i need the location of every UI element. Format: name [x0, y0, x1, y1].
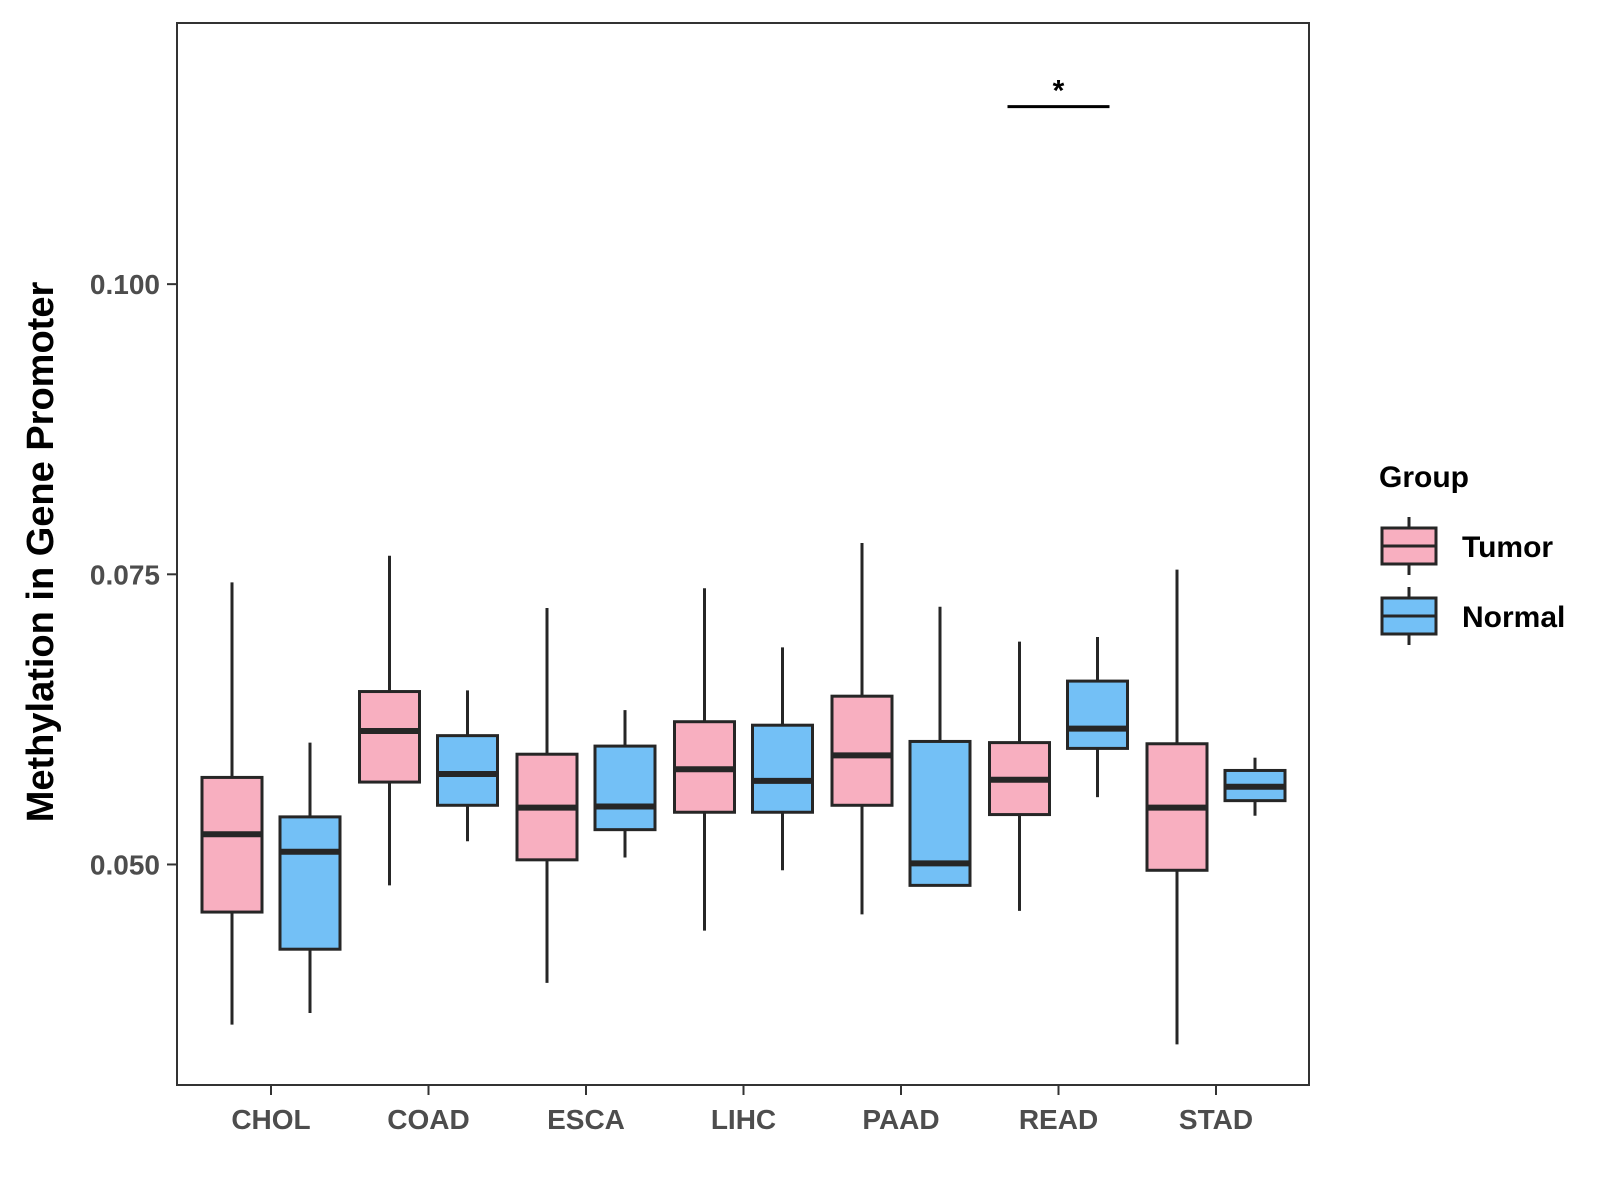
legend: Group Tumor Normal: [1379, 461, 1565, 645]
box-normal-coad: [436, 690, 499, 842]
significance-annotations: *: [1007, 75, 1110, 109]
box-tumor-esca: [515, 607, 579, 983]
box-tumor-lihc: [673, 588, 736, 931]
box-normal-chol: [278, 742, 342, 1014]
box-tumor-coad: [358, 555, 421, 886]
x-tick-label: STAD: [1179, 1104, 1253, 1135]
box-normal-lihc: [751, 647, 814, 871]
x-tick-label: READ: [1019, 1104, 1098, 1135]
y-tick-label: 0.100: [90, 269, 160, 300]
legend-key-tumor: [1380, 517, 1438, 575]
x-tick-label: ESCA: [547, 1104, 625, 1135]
x-tick-label: PAAD: [862, 1104, 939, 1135]
x-axis: CHOL COAD ESCA LIHC PAAD READ STAD: [231, 1085, 1253, 1135]
legend-title: Group: [1379, 461, 1469, 494]
legend-label-normal: Normal: [1462, 601, 1565, 634]
legend-label-tumor: Tumor: [1462, 531, 1553, 564]
box-iqr: [1066, 679, 1129, 750]
legend-key-normal: [1380, 587, 1438, 645]
box-iqr: [830, 694, 894, 807]
x-tick-label: LIHC: [711, 1104, 776, 1135]
box-normal-esca: [593, 710, 657, 858]
x-tick-label: CHOL: [231, 1104, 310, 1135]
box-tumor-read: [988, 641, 1051, 911]
box-iqr: [593, 744, 657, 832]
box-iqr: [200, 775, 264, 914]
x-tick-label: COAD: [387, 1104, 469, 1135]
box-tumor-paad: [830, 542, 894, 915]
significance-label: *: [1053, 75, 1065, 108]
box-normal-paad: [908, 606, 972, 887]
box-tumor-stad: [1145, 569, 1209, 1045]
y-tick-label: 0.075: [90, 559, 160, 590]
box-tumor-chol: [200, 582, 264, 1025]
y-axis: 0.050 0.075 0.100: [90, 269, 177, 880]
box-group: [200, 542, 1287, 1045]
box-normal-read: [1066, 636, 1129, 798]
box-iqr: [436, 734, 499, 807]
box-iqr: [751, 723, 814, 814]
box-normal-stad: [1223, 757, 1287, 816]
box-iqr: [358, 690, 421, 784]
y-tick-label: 0.050: [90, 849, 160, 880]
y-axis-title: Methylation in Gene Promoter: [20, 282, 62, 823]
box-iqr: [278, 815, 342, 951]
